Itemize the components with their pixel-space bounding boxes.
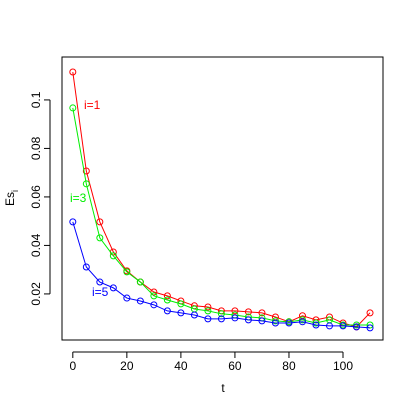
point (312, 321, 320, 329)
point (339, 322, 347, 330)
point (258, 309, 266, 317)
point (82, 167, 90, 175)
point (82, 180, 90, 188)
point (150, 292, 158, 300)
point (231, 314, 239, 322)
point (96, 278, 104, 286)
x-tick-label: 0 (69, 359, 76, 373)
series-line (72, 71, 371, 328)
point (231, 307, 239, 315)
point (163, 292, 171, 300)
point (326, 322, 333, 330)
y-tick-label: 0.04 (29, 233, 43, 257)
x-tick-label: 80 (282, 359, 296, 373)
y-axis-label-main: Es (3, 192, 17, 206)
y-axis-label: Esi (3, 190, 20, 206)
point (366, 321, 374, 329)
point (244, 308, 252, 316)
point (163, 307, 171, 315)
y-tick-label: 0.1 (29, 91, 43, 108)
point (136, 297, 144, 305)
x-tick-label: 40 (174, 359, 188, 373)
point (217, 310, 225, 318)
x-axis-label: t (221, 381, 225, 395)
point (204, 315, 212, 323)
point (217, 315, 225, 323)
series-line (72, 107, 371, 326)
point (271, 317, 279, 325)
point (123, 268, 131, 276)
series-label: i=5 (92, 285, 109, 299)
point (177, 309, 185, 317)
y-tick-label: 0.06 (29, 185, 43, 209)
point (204, 307, 212, 315)
y-tick-label: 0.02 (29, 282, 43, 306)
point (285, 319, 293, 327)
point (123, 294, 131, 302)
point (353, 321, 361, 329)
point (298, 318, 306, 326)
point (366, 309, 374, 317)
point (312, 319, 320, 327)
y-tick-label: 0.08 (29, 136, 43, 160)
x-tick-label: 20 (120, 359, 134, 373)
point (353, 323, 361, 331)
point (109, 252, 117, 260)
series-label: i=3 (70, 191, 87, 205)
point (190, 311, 198, 319)
point (366, 324, 374, 332)
point (109, 284, 117, 292)
point (258, 317, 266, 325)
point (244, 316, 252, 324)
x-tick-label: 60 (228, 359, 242, 373)
x-tick-label: 100 (333, 359, 353, 373)
point (163, 296, 171, 304)
series-label: i=1 (84, 98, 101, 112)
series-line (72, 221, 371, 329)
point (150, 301, 158, 309)
point (177, 300, 185, 308)
point (69, 68, 77, 76)
point (82, 263, 90, 271)
y-axis-label-sub: i (10, 190, 20, 192)
point (298, 316, 306, 324)
point (204, 303, 212, 311)
point (96, 234, 104, 242)
point (136, 278, 144, 286)
point (96, 218, 104, 226)
point (150, 288, 158, 296)
point (69, 104, 77, 112)
plot-box (61, 56, 384, 341)
point (69, 218, 77, 226)
point (271, 319, 279, 327)
